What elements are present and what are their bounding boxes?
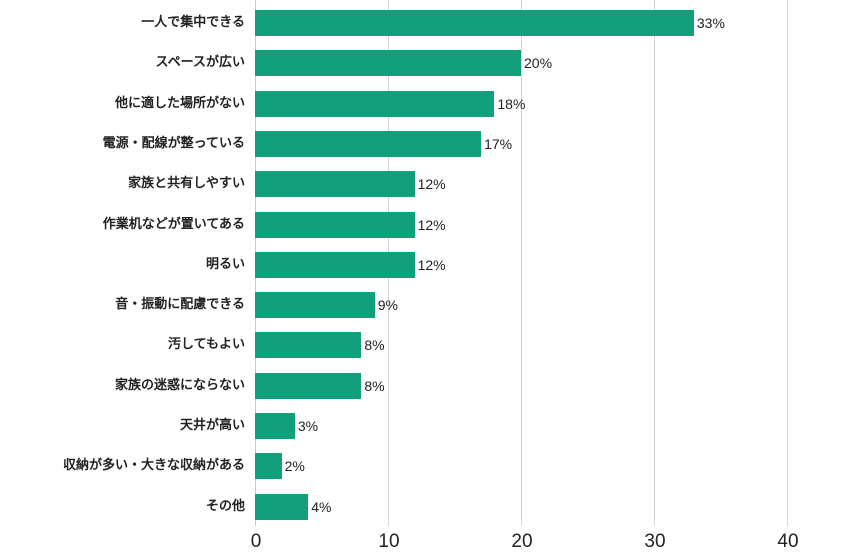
gridline: [654, 0, 655, 526]
bar-row: 他に適した場所がない 18%: [0, 90, 850, 117]
x-tick-label: 30: [644, 531, 666, 552]
bar-row: 電源・配線が整っている 17%: [0, 130, 850, 157]
category-label: 一人で集中できる: [141, 15, 245, 30]
bar: [255, 50, 521, 77]
category-label: その他: [205, 498, 245, 514]
value-label: 20%: [524, 55, 553, 72]
bar-row: 一人で集中できる 33%: [0, 10, 850, 36]
gridline: [787, 0, 788, 526]
category-label: 電源・配線が整っている: [102, 135, 245, 151]
value-label: 12%: [417, 176, 446, 193]
bar-row: 天井が高い 3%: [0, 413, 850, 439]
category-label: 音・振動に配慮できる: [115, 297, 245, 313]
bar-row: 汚してもよい 8%: [0, 332, 850, 359]
value-label: 12%: [417, 216, 446, 233]
bar: [255, 10, 694, 36]
category-label: 他に適した場所がない: [114, 95, 245, 111]
value-label: 4%: [311, 498, 332, 515]
bar: [255, 292, 375, 319]
x-tick-label: 0: [250, 531, 262, 552]
category-label: 家族の迷惑にならない: [114, 377, 245, 393]
category-label: 汚してもよい: [168, 337, 245, 353]
x-tick-label: 10: [378, 531, 400, 552]
value-label: 17%: [484, 135, 513, 152]
value-label: 9%: [377, 297, 398, 314]
bar: [255, 332, 362, 359]
value-label: 8%: [364, 337, 385, 354]
value-label: 3%: [297, 418, 319, 434]
bar: [255, 90, 495, 117]
bar: [255, 171, 415, 198]
x-tick-label: 40: [777, 531, 799, 552]
value-label: 12%: [417, 256, 446, 273]
value-label: 18%: [497, 95, 526, 112]
category-label: 家族と共有しやすい: [128, 176, 245, 192]
bar: [255, 493, 309, 520]
bar: [255, 251, 415, 278]
bar-row: その他 4%: [0, 493, 850, 520]
bar-row: 収納が多い・大きな収納がある 2%: [0, 453, 850, 480]
bar-row: 作業机などが置いてある 12%: [0, 211, 850, 238]
value-label: 33%: [696, 15, 725, 31]
bar: [255, 453, 282, 480]
x-tick-label: 20: [511, 531, 533, 552]
bar-row: スペースが広い 20%: [0, 50, 850, 77]
bar-row: 音・振動に配慮できる 9%: [0, 292, 850, 319]
category-label: 天井が高い: [179, 418, 245, 433]
category-label: 明るい: [205, 256, 245, 272]
bar-row: 家族と共有しやすい 12%: [0, 171, 850, 198]
category-label: スペースが広い: [155, 55, 245, 71]
gridline: [521, 0, 522, 526]
value-label: 8%: [364, 377, 385, 394]
bar-row: 明るい 12%: [0, 251, 850, 278]
value-label: 2%: [284, 458, 305, 475]
bar-row: 家族の迷惑にならない 8%: [0, 372, 850, 399]
category-label: 作業机などが置いてある: [102, 216, 245, 232]
category-label: 収納が多い・大きな収納がある: [62, 458, 245, 474]
bar: [255, 372, 362, 399]
bar: [255, 130, 482, 157]
bar: [255, 211, 415, 238]
bar: [255, 413, 295, 439]
